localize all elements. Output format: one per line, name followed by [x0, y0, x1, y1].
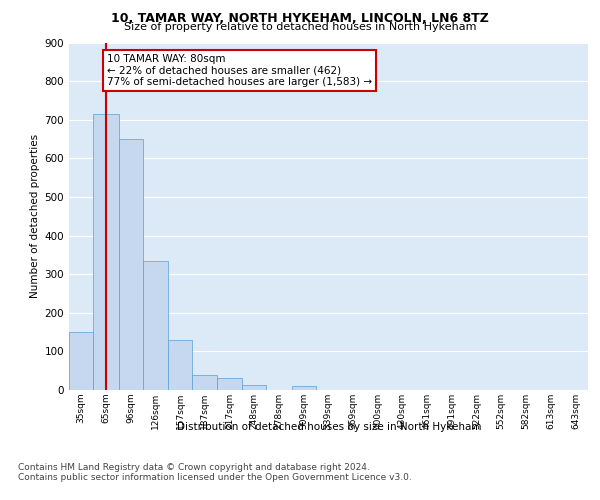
Bar [242, 386, 266, 390]
Text: Contains public sector information licensed under the Open Government Licence v3: Contains public sector information licen… [18, 472, 412, 482]
Y-axis label: Number of detached properties: Number of detached properties [31, 134, 40, 298]
Bar [217, 378, 242, 390]
Bar [69, 332, 94, 390]
Bar [193, 374, 217, 390]
Text: Distribution of detached houses by size in North Hykeham: Distribution of detached houses by size … [176, 422, 481, 432]
Text: 10 TAMAR WAY: 80sqm
← 22% of detached houses are smaller (462)
77% of semi-detac: 10 TAMAR WAY: 80sqm ← 22% of detached ho… [107, 54, 372, 88]
Bar [94, 114, 119, 390]
Bar [292, 386, 316, 390]
Text: 10, TAMAR WAY, NORTH HYKEHAM, LINCOLN, LN6 8TZ: 10, TAMAR WAY, NORTH HYKEHAM, LINCOLN, L… [111, 12, 489, 26]
Bar [143, 260, 168, 390]
Text: Size of property relative to detached houses in North Hykeham: Size of property relative to detached ho… [124, 22, 476, 32]
Bar [168, 340, 193, 390]
Text: Contains HM Land Registry data © Crown copyright and database right 2024.: Contains HM Land Registry data © Crown c… [18, 462, 370, 471]
Bar [119, 139, 143, 390]
